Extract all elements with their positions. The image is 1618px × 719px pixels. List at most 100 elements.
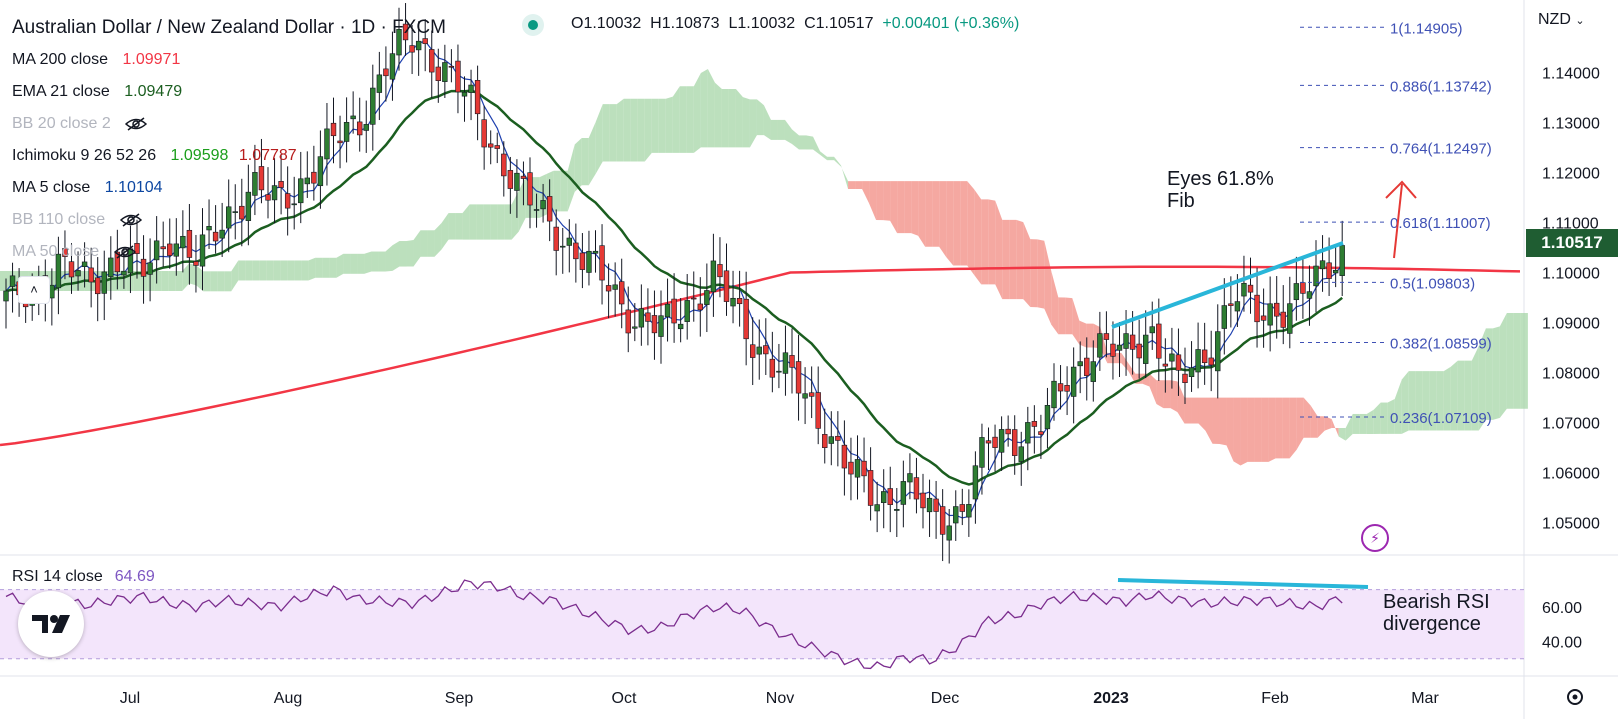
candle: [795, 334, 802, 421]
time-tick-label: Jul: [120, 690, 140, 707]
candle: [743, 271, 749, 366]
candle-body: [448, 65, 455, 68]
candle-body: [507, 170, 514, 189]
candle-body: [959, 504, 966, 512]
legend-ema21[interactable]: EMA 21 close 1.09479: [12, 76, 446, 108]
kumo-bear-segment: [1023, 222, 1031, 308]
legend-ma50[interactable]: MA 50 close: [12, 236, 446, 268]
kumo-bear-segment: [960, 181, 968, 266]
kumo-bear-segment: [1128, 363, 1136, 384]
candle-body: [232, 211, 238, 213]
candle-body: [1103, 333, 1110, 340]
kumo-bear-segment: [1044, 240, 1052, 325]
eye-off-icon[interactable]: [119, 213, 142, 227]
legend-ichimoku[interactable]: Ichimoku 9 26 52 26 1.09598 1.07787: [12, 140, 446, 172]
candle: [841, 420, 848, 496]
eye-off-icon[interactable]: [125, 117, 148, 131]
tradingview-logo[interactable]: [18, 591, 84, 657]
candle-body: [815, 392, 821, 429]
candle-body: [3, 290, 9, 302]
price-tick-label: 1.11000: [1542, 216, 1599, 233]
candle-body: [284, 193, 291, 209]
settings-gear-icon: [1567, 689, 1583, 705]
candle-body: [645, 312, 651, 322]
market-status-icon[interactable]: [522, 14, 544, 36]
candle-body: [114, 251, 121, 273]
kumo-bull-segment: [1443, 366, 1451, 431]
kumo-bull-segment: [813, 136, 821, 155]
kumo-bear-segment: [1240, 397, 1248, 466]
rsi-legend[interactable]: RSI 14 close 64.69: [12, 568, 155, 586]
candle: [481, 105, 487, 170]
candle: [717, 237, 723, 298]
candle-body: [1116, 344, 1123, 351]
kumo-bull-segment: [1415, 371, 1423, 431]
fib-level-label: 0.382(1.08599): [1390, 336, 1492, 353]
eye-off-icon[interactable]: [113, 245, 136, 259]
candle: [579, 233, 586, 289]
ma5-label: MA 5 close: [12, 179, 91, 196]
kumo-bear-segment: [1037, 239, 1045, 309]
candle: [1293, 256, 1300, 321]
ichimoku-label: Ichimoku 9 26 52 26: [12, 147, 157, 164]
candle-body: [455, 60, 461, 93]
candle-body: [1287, 303, 1293, 334]
kumo-bull-segment: [1387, 398, 1395, 434]
candle: [206, 199, 212, 249]
currency-selector[interactable]: NZD ⌄: [1538, 11, 1585, 29]
symbol-title[interactable]: Australian Dollar / New Zealand Dollar ·…: [12, 17, 446, 38]
candle: [140, 235, 147, 304]
legend-bb110[interactable]: BB 110 close: [12, 204, 446, 236]
kumo-bull-segment: [714, 82, 722, 148]
kumo-bull-segment: [820, 151, 828, 161]
candle: [474, 65, 481, 141]
candle-body: [1326, 262, 1332, 279]
candle-body: [736, 298, 743, 305]
candle: [487, 130, 494, 165]
ichimoku-value-1: 1.09598: [170, 147, 229, 164]
fib-level-label: 0.5(1.09803): [1390, 275, 1475, 292]
candle-body: [900, 481, 907, 505]
candle-body: [1280, 311, 1286, 328]
time-tick-label: Sep: [445, 690, 474, 707]
kumo-bull-segment: [574, 137, 582, 192]
candle: [920, 473, 926, 529]
candle-body: [756, 346, 762, 355]
candle-body: [579, 252, 586, 270]
kumo-bull-segment: [161, 271, 169, 291]
candle-body: [1110, 343, 1116, 357]
legend-ma5[interactable]: MA 5 close 1.10104: [12, 172, 446, 204]
candle: [592, 230, 599, 273]
candle: [396, 7, 402, 71]
candle: [822, 408, 828, 464]
candle-body: [49, 284, 55, 299]
candle: [1018, 431, 1024, 486]
candle: [1057, 365, 1064, 410]
candle-body: [389, 53, 396, 80]
candle: [677, 298, 684, 343]
kumo-bull-segment: [1429, 371, 1437, 431]
candle-body: [140, 258, 147, 277]
candle: [3, 278, 9, 329]
legend-bb20[interactable]: BB 20 close 2: [12, 108, 446, 140]
kumo-bull-segment: [560, 170, 568, 212]
candle-body: [160, 246, 166, 250]
candle-body: [933, 498, 939, 512]
fib-level-label: 1(1.14905): [1390, 20, 1463, 37]
candle-body: [520, 175, 527, 179]
legend-ma200[interactable]: MA 200 close 1.09971: [12, 44, 446, 76]
collapse-legend-button[interactable]: ˄: [18, 276, 50, 304]
candle: [605, 263, 612, 319]
kumo-bull-segment: [1464, 360, 1472, 431]
lightning-icon[interactable]: ⚡: [1361, 524, 1389, 552]
candle: [1051, 363, 1057, 421]
candle-body: [566, 237, 573, 246]
candle: [1064, 366, 1070, 416]
candle-body: [835, 435, 841, 441]
kumo-bull-segment: [350, 253, 358, 274]
candle-body: [992, 436, 998, 448]
candle-body: [599, 245, 605, 281]
kumo-bear-segment: [1086, 323, 1094, 348]
kumo-bear-segment: [855, 181, 863, 190]
